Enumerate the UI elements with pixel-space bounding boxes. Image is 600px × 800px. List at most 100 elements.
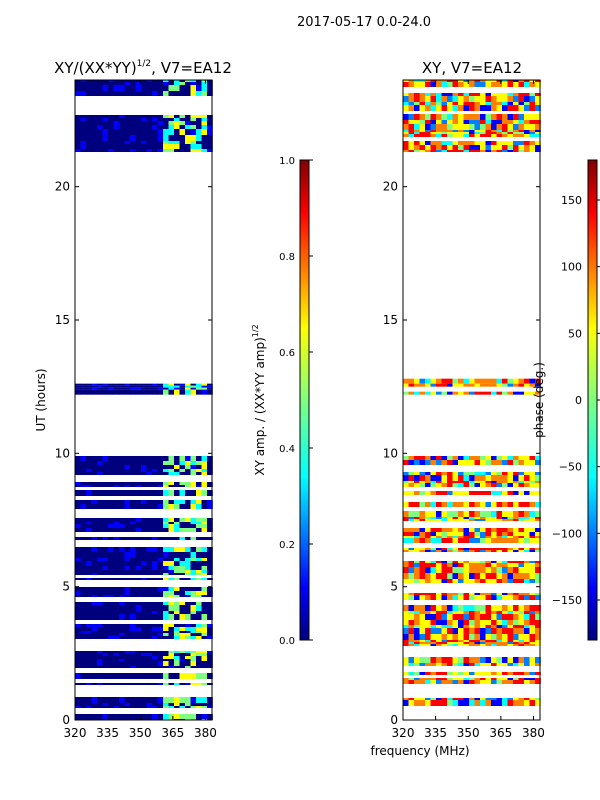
heatmap-cell — [179, 82, 186, 85]
heatmap-cell — [491, 680, 497, 684]
heatmap-cell — [146, 605, 153, 611]
heatmap-cell — [430, 634, 437, 640]
heatmap-cell — [190, 697, 197, 703]
heatmap-cell — [469, 532, 475, 536]
heatmap-cell — [152, 614, 158, 620]
heatmap-cell — [496, 579, 503, 583]
heatmap-cell — [430, 80, 437, 82]
heatmap-cell — [168, 631, 175, 633]
heatmap-cell — [102, 504, 109, 509]
heatmap-cell — [130, 673, 136, 679]
heatmap-cell — [430, 567, 437, 573]
heatmap-cell — [168, 456, 175, 461]
heatmap-cell — [529, 472, 536, 475]
heatmap-cell — [163, 611, 169, 614]
heatmap-cell — [480, 145, 486, 150]
heatmap-cell — [113, 631, 120, 633]
heatmap-cell — [113, 518, 120, 522]
heatmap-cell — [174, 661, 180, 666]
heatmap-cell — [108, 85, 114, 91]
heatmap-cell — [452, 124, 459, 130]
heatmap-cell — [436, 634, 442, 640]
heatmap-cell — [196, 631, 202, 633]
heatmap-cell — [130, 118, 136, 121]
heatmap-cell — [179, 587, 186, 591]
heatmap-cell — [179, 631, 186, 633]
phase-cb-tick-label: 150 — [561, 194, 582, 207]
heatmap-cell — [168, 469, 175, 472]
heatmap-cell — [425, 625, 431, 628]
heatmap-cell — [463, 532, 470, 536]
heatmap-cell — [518, 640, 525, 642]
heatmap-cell — [146, 653, 153, 656]
heatmap-cell — [403, 663, 409, 666]
heatmap-cell — [174, 135, 180, 141]
heatmap-cell — [108, 144, 114, 149]
heatmap-cell — [507, 383, 514, 387]
heatmap-cell — [91, 91, 98, 96]
heatmap-cell — [529, 519, 536, 521]
heatmap-cell — [174, 141, 180, 144]
heatmap-cell — [436, 563, 442, 567]
heatmap-cell — [168, 633, 175, 636]
heatmap-cell — [86, 383, 92, 386]
heatmap-cell — [430, 620, 437, 625]
heatmap-cell — [190, 591, 197, 595]
heatmap-cell — [458, 460, 464, 465]
heatmap-cell — [97, 666, 103, 668]
heatmap-cell — [414, 124, 420, 130]
heatmap-cell — [207, 504, 213, 509]
heatmap-cell — [119, 624, 125, 627]
heatmap-cell — [524, 130, 530, 132]
heatmap-cell — [119, 389, 125, 395]
heatmap-cell — [102, 129, 109, 135]
heatmap-cell — [207, 80, 213, 82]
heatmap-cell — [507, 460, 514, 465]
heatmap-cell — [408, 93, 415, 96]
heatmap-cell — [130, 570, 136, 573]
heatmap-cell — [91, 573, 98, 575]
heatmap-cell — [207, 500, 213, 504]
heatmap-cell — [458, 614, 464, 620]
heatmap-cell — [80, 673, 87, 679]
heatmap-cell — [485, 383, 492, 387]
heatmap-cell — [414, 595, 420, 600]
heatmap-cell — [141, 558, 147, 561]
heatmap-cell — [135, 659, 142, 661]
heatmap-cell — [75, 673, 81, 679]
heatmap-cell — [163, 149, 169, 152]
heatmap-cell — [507, 642, 514, 644]
heatmap-cell — [447, 579, 453, 583]
heatmap-cell — [102, 703, 109, 706]
heatmap-cell — [425, 141, 431, 145]
heatmap-cell — [491, 644, 497, 646]
heatmap-cell — [480, 80, 486, 82]
heatmap-cell — [436, 132, 442, 134]
heatmap-cell — [185, 129, 191, 135]
heatmap-cell — [513, 105, 519, 111]
heatmap-cell — [403, 80, 409, 82]
heatmap-cell — [152, 456, 158, 461]
heatmap-cell — [463, 538, 470, 543]
y-tick-label: 15 — [55, 313, 70, 327]
heatmap-cell — [119, 547, 125, 552]
heatmap-cell — [408, 657, 415, 663]
heatmap-cell — [414, 481, 420, 483]
heatmap-cell — [469, 114, 475, 120]
heatmap-cell — [86, 115, 92, 118]
heatmap-cell — [474, 460, 481, 465]
heatmap-cell — [97, 490, 103, 496]
heatmap-cell — [130, 141, 136, 144]
heatmap-cell — [480, 563, 486, 567]
heatmap-cell — [436, 640, 442, 642]
heatmap-cell — [518, 80, 525, 82]
heatmap-cell — [135, 387, 142, 390]
heatmap-cell — [463, 114, 470, 120]
heatmap-cell — [119, 504, 125, 509]
heatmap-cell — [469, 475, 475, 481]
heatmap-cell — [425, 391, 431, 395]
heatmap-cell — [86, 683, 92, 685]
heatmap-cell — [524, 102, 530, 105]
heatmap-cell — [152, 673, 158, 679]
heatmap-cell — [152, 522, 158, 524]
